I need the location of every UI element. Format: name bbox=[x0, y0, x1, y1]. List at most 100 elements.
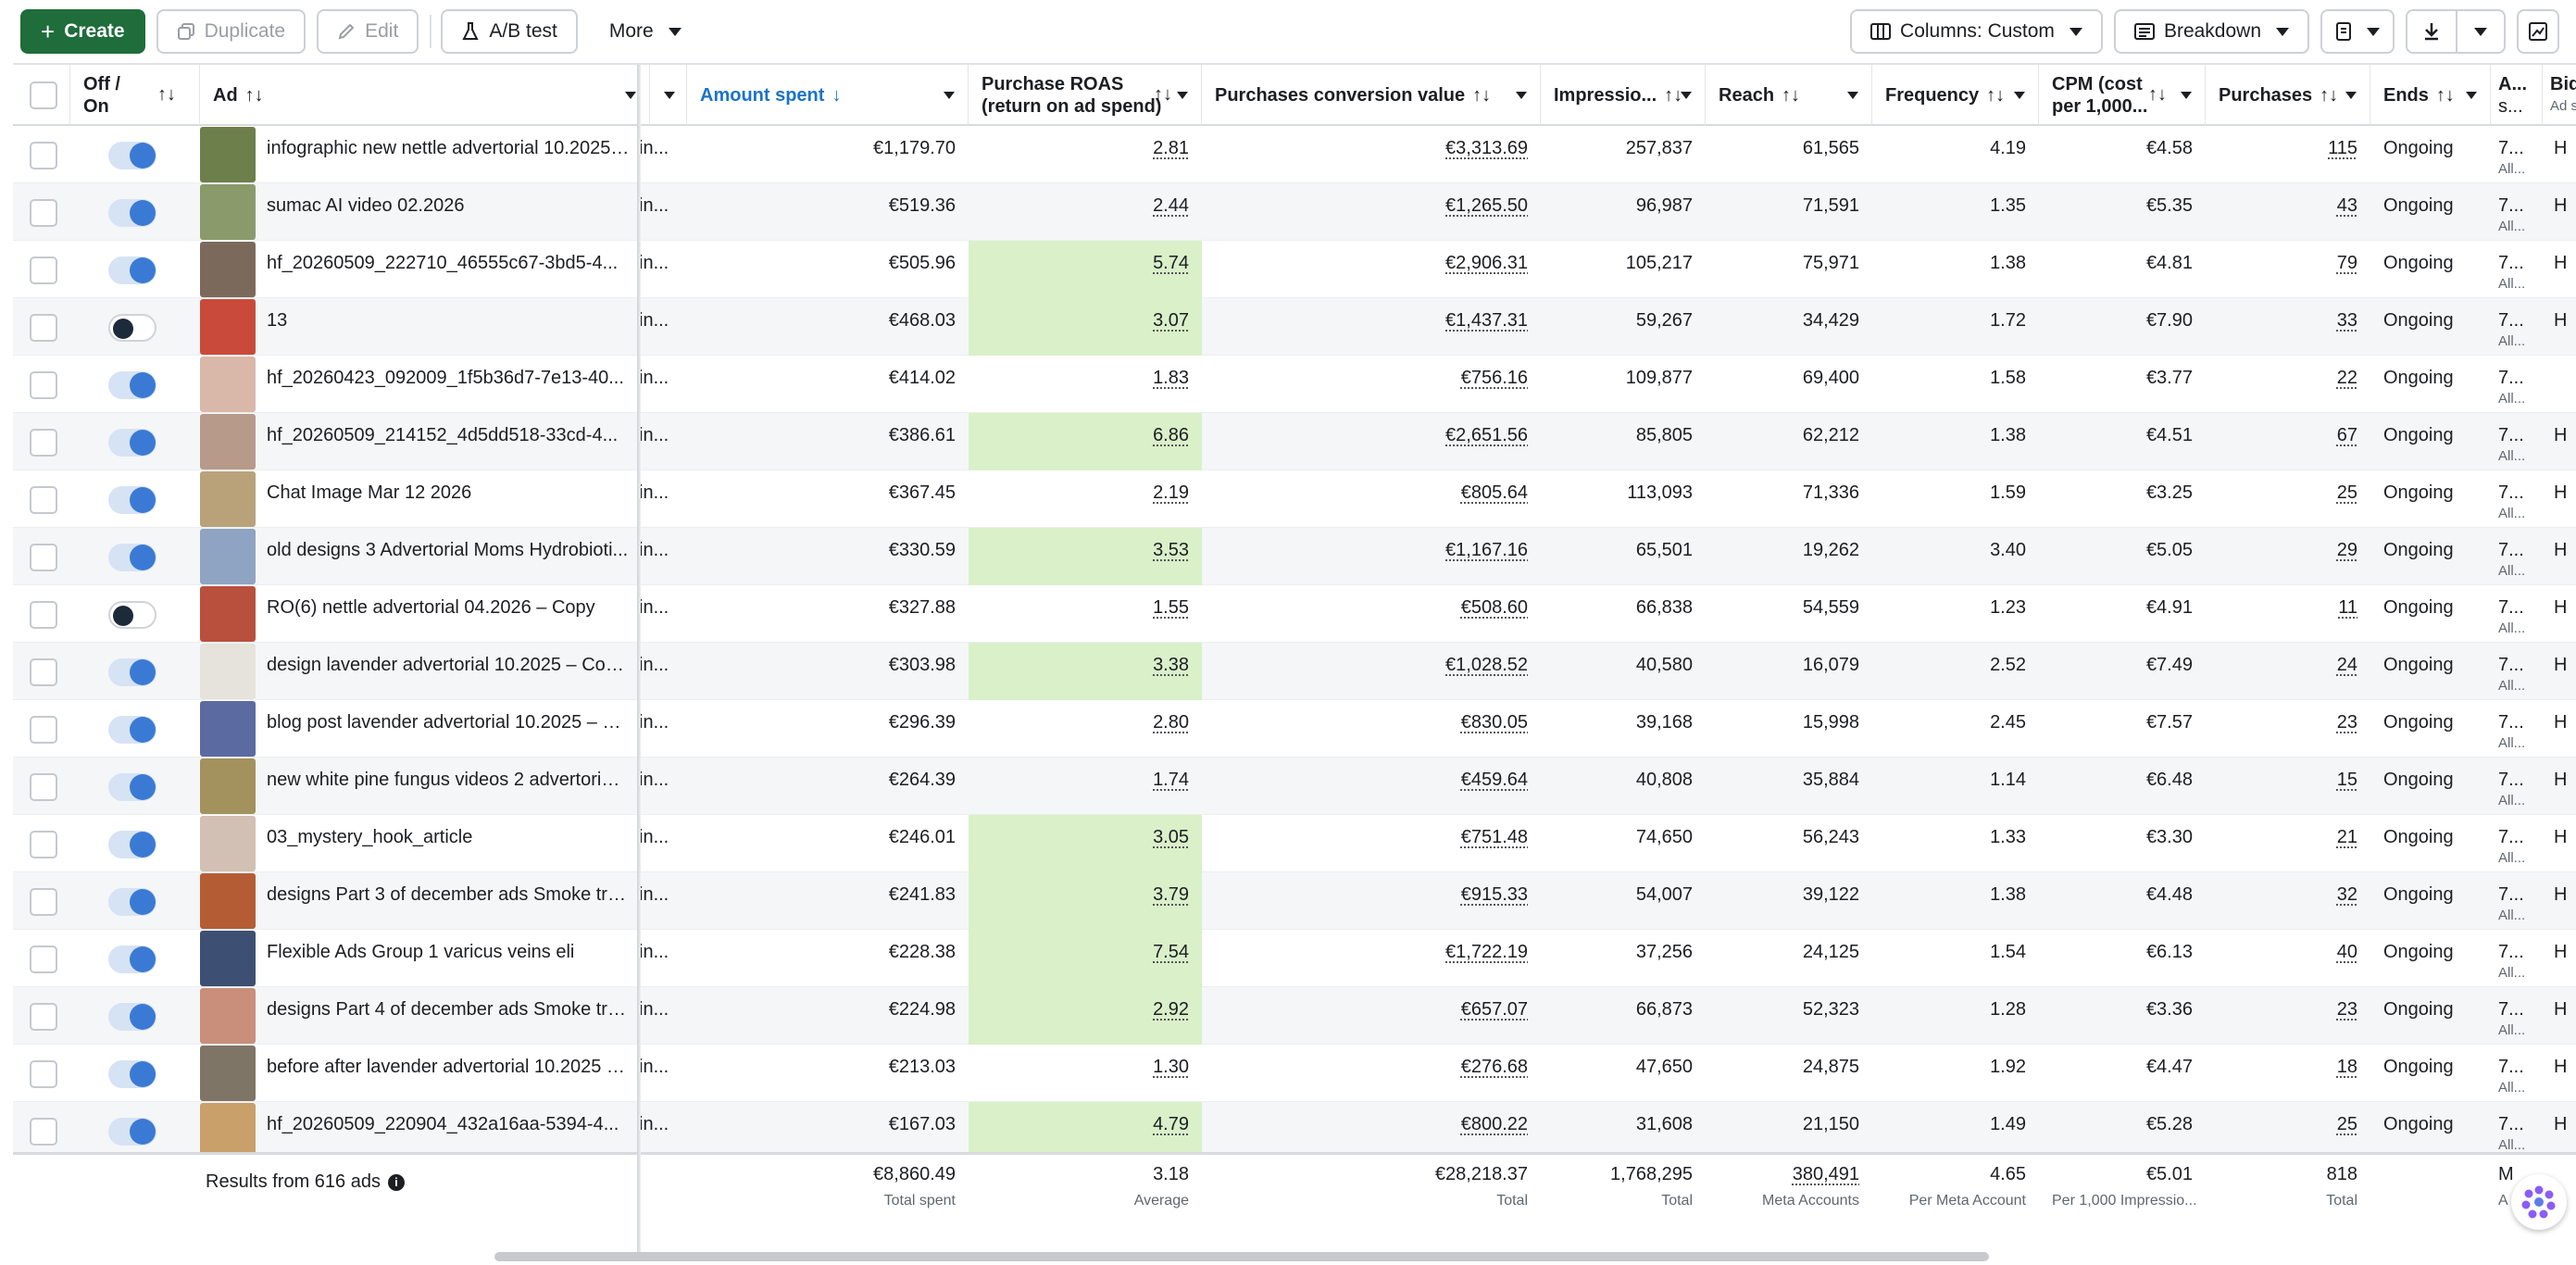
assistant-fab[interactable] bbox=[2511, 1174, 2567, 1230]
column-menu-chevron-icon[interactable] bbox=[625, 92, 636, 99]
select-all-checkbox[interactable] bbox=[30, 81, 57, 109]
ad-name-link[interactable]: designs Part 4 of december ads Smoke tre… bbox=[267, 999, 630, 1020]
table-row[interactable]: old designs 3 Advertorial Moms Hydrobiot… bbox=[13, 528, 2576, 585]
ad-name-link[interactable]: new white pine fungus videos 2 advertori… bbox=[267, 770, 630, 790]
ad-thumbnail[interactable] bbox=[200, 127, 256, 182]
ad-status-toggle[interactable] bbox=[108, 658, 156, 686]
purchase-roas-cell[interactable]: 1.30 bbox=[969, 1045, 1202, 1102]
column-menu-chevron-icon[interactable] bbox=[944, 92, 955, 99]
ad-status-toggle[interactable] bbox=[108, 1003, 156, 1031]
purchase-roas-cell[interactable]: 1.83 bbox=[969, 356, 1202, 413]
purchases-cell[interactable]: 21 bbox=[2206, 815, 2370, 872]
horizontal-scrollbar[interactable] bbox=[494, 1252, 1989, 1261]
column-menu-chevron-icon[interactable] bbox=[1177, 92, 1188, 99]
purchases-cell[interactable]: 67 bbox=[2206, 413, 2370, 470]
purchases-cell[interactable]: 23 bbox=[2206, 987, 2370, 1045]
ad-thumbnail[interactable] bbox=[200, 873, 256, 929]
frequency-header[interactable]: Frequency ↑↓ bbox=[1872, 65, 2039, 126]
table-row[interactable]: Flexible Ads Group 1 varicus veins eli in… bbox=[13, 930, 2576, 987]
off-on-header[interactable]: Off / On ↑↓ bbox=[70, 65, 200, 126]
ad-thumbnail[interactable] bbox=[200, 816, 256, 871]
column-menu-chevron-icon[interactable] bbox=[1681, 92, 1692, 99]
charts-button[interactable] bbox=[2517, 9, 2559, 54]
purchases-cell[interactable]: 79 bbox=[2206, 241, 2370, 298]
conversion-value-cell[interactable]: €459.64 bbox=[1202, 758, 1541, 815]
hidden-column-header[interactable] bbox=[650, 65, 687, 126]
breakdown-button[interactable]: Breakdown bbox=[2113, 9, 2309, 54]
purchase-roas-cell[interactable]: 2.80 bbox=[969, 700, 1202, 758]
attribution-header[interactable]: A... s... bbox=[2491, 65, 2543, 126]
row-checkbox[interactable] bbox=[30, 142, 57, 169]
ad-status-toggle[interactable] bbox=[108, 601, 156, 629]
ad-thumbnail[interactable] bbox=[200, 1103, 256, 1152]
table-row[interactable]: hf_20260509_214152_4d5dd518-33cd-4... in.… bbox=[13, 413, 2576, 470]
row-checkbox[interactable] bbox=[30, 831, 57, 858]
conversion-value-cell[interactable]: €276.68 bbox=[1202, 1045, 1541, 1102]
purchase-roas-cell[interactable]: 2.81 bbox=[969, 126, 1202, 183]
purchases-cell[interactable]: 33 bbox=[2206, 298, 2370, 356]
table-row[interactable]: hf_20260423_092009_1f5b36d7-7e13-40... in… bbox=[13, 356, 2576, 413]
ad-name-link[interactable]: hf_20260509_222710_46555c67-3bd5-4... bbox=[267, 253, 619, 273]
row-checkbox[interactable] bbox=[30, 1003, 57, 1031]
purchases-header[interactable]: Purchases ↑↓ bbox=[2206, 65, 2370, 126]
conversion-value-cell[interactable]: €1,028.52 bbox=[1202, 643, 1541, 700]
purchases-cell[interactable]: 22 bbox=[2206, 356, 2370, 413]
sort-icon[interactable]: ↑↓ bbox=[2435, 85, 2455, 106]
ad-thumbnail[interactable] bbox=[200, 701, 256, 757]
row-checkbox[interactable] bbox=[30, 1118, 57, 1146]
ad-status-toggle[interactable] bbox=[108, 1060, 156, 1088]
table-row[interactable]: hf_20260509_222710_46555c67-3bd5-4... in.… bbox=[13, 241, 2576, 298]
purchases-cell[interactable]: 29 bbox=[2206, 528, 2370, 585]
download-icon[interactable] bbox=[2407, 11, 2456, 52]
amount-spent-header[interactable]: Amount spent ↓ bbox=[687, 65, 969, 126]
ad-status-toggle[interactable] bbox=[108, 716, 156, 744]
ad-name-link[interactable]: blog post lavender advertorial 10.2025 –… bbox=[267, 712, 630, 733]
ad-thumbnail[interactable] bbox=[200, 471, 256, 527]
conversion-value-cell[interactable]: €1,265.50 bbox=[1202, 183, 1541, 241]
table-row[interactable]: designs Part 3 of december ads Smoke tre… bbox=[13, 872, 2576, 930]
purchase-roas-cell[interactable]: 2.19 bbox=[969, 470, 1202, 528]
table-row[interactable]: hf_20260509_220904_432a16aa-5394-4... in.… bbox=[13, 1102, 2576, 1152]
sort-icon[interactable]: ↑↓ bbox=[1154, 84, 1172, 105]
export-menu-chevron-icon[interactable] bbox=[2456, 11, 2504, 52]
ad-thumbnail[interactable] bbox=[200, 644, 256, 699]
purchase-roas-cell[interactable]: 6.86 bbox=[969, 413, 1202, 470]
ad-name-link[interactable]: designs Part 3 of december ads Smoke tre… bbox=[267, 884, 630, 905]
purchase-roas-cell[interactable]: 7.54 bbox=[969, 930, 1202, 987]
row-checkbox[interactable] bbox=[30, 199, 57, 227]
purchase-roas-cell[interactable]: 3.07 bbox=[969, 298, 1202, 356]
column-menu-chevron-icon[interactable] bbox=[2014, 92, 2025, 99]
reports-dropdown-button[interactable] bbox=[2320, 9, 2395, 54]
ad-status-toggle[interactable] bbox=[108, 1118, 156, 1146]
purchase-roas-cell[interactable]: 3.38 bbox=[969, 643, 1202, 700]
row-checkbox[interactable] bbox=[30, 888, 57, 916]
summary-reach-value[interactable]: 380,491 bbox=[1792, 1164, 1859, 1184]
column-menu-chevron-icon[interactable] bbox=[1847, 92, 1858, 99]
conversion-value-cell[interactable]: €751.48 bbox=[1202, 815, 1541, 872]
purchases-cell[interactable]: 23 bbox=[2206, 700, 2370, 758]
ad-thumbnail[interactable] bbox=[200, 242, 256, 297]
ad-name-link[interactable]: old designs 3 Advertorial Moms Hydrobiot… bbox=[267, 540, 629, 560]
table-row[interactable]: blog post lavender advertorial 10.2025 –… bbox=[13, 700, 2576, 758]
duplicate-button[interactable]: Duplicate bbox=[156, 9, 306, 54]
purchases-cell[interactable]: 25 bbox=[2206, 1102, 2370, 1152]
conversion-value-cell[interactable]: €2,906.31 bbox=[1202, 241, 1541, 298]
purchases-cell[interactable]: 11 bbox=[2206, 585, 2370, 643]
conversion-value-header[interactable]: Purchases conversion value ↑↓ bbox=[1202, 65, 1541, 126]
purchases-cell[interactable]: 115 bbox=[2206, 126, 2370, 183]
conversion-value-cell[interactable]: €1,167.16 bbox=[1202, 528, 1541, 585]
column-menu-chevron-icon[interactable] bbox=[2466, 92, 2477, 99]
sort-icon[interactable]: ↑↓ bbox=[157, 84, 176, 105]
export-split-button[interactable] bbox=[2406, 9, 2506, 54]
sort-icon[interactable]: ↑↓ bbox=[1664, 85, 1683, 106]
info-icon[interactable]: i bbox=[387, 1173, 405, 1191]
ad-thumbnail[interactable] bbox=[200, 988, 256, 1044]
purchases-cell[interactable]: 25 bbox=[2206, 470, 2370, 528]
ad-status-toggle[interactable] bbox=[108, 773, 156, 801]
row-checkbox[interactable] bbox=[30, 257, 57, 284]
conversion-value-cell[interactable]: €2,651.56 bbox=[1202, 413, 1541, 470]
conversion-value-cell[interactable]: €805.64 bbox=[1202, 470, 1541, 528]
sort-icon[interactable]: ↑↓ bbox=[1986, 85, 2006, 106]
ad-name-link[interactable]: Chat Image Mar 12 2026 bbox=[267, 482, 472, 503]
sort-icon[interactable]: ↑↓ bbox=[244, 85, 264, 106]
